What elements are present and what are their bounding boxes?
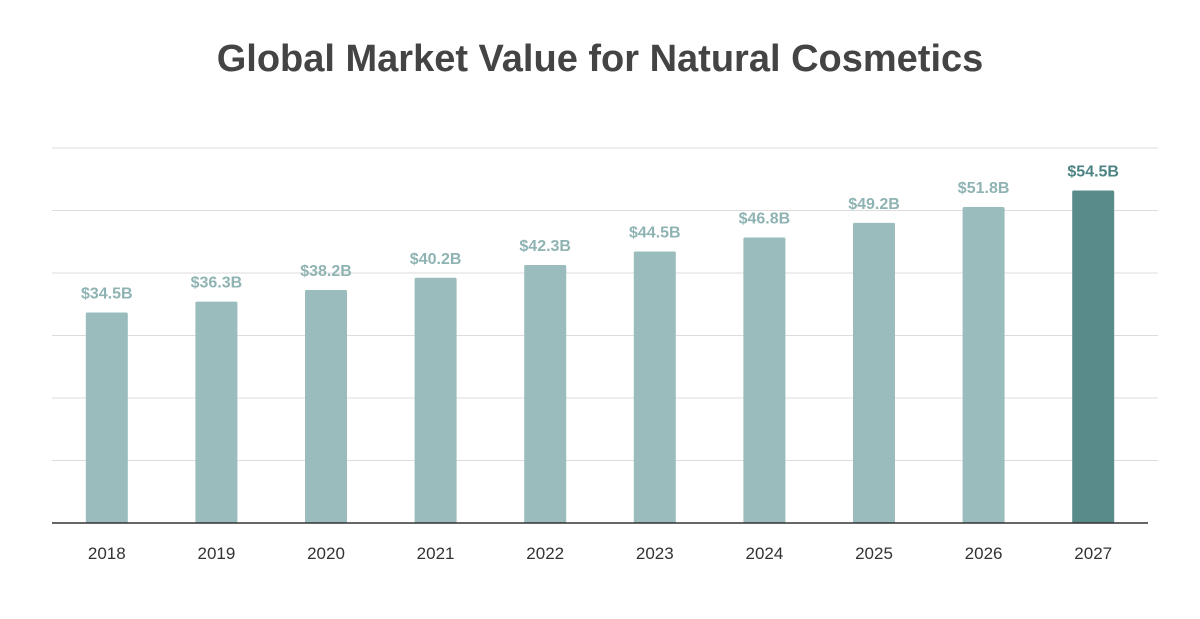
bar-2026 xyxy=(962,207,1005,523)
x-tick-label-2027: 2027 xyxy=(1074,544,1112,563)
bar-2024 xyxy=(743,237,786,523)
value-label-2026: $51.8B xyxy=(958,180,1010,197)
value-label-2021: $40.2B xyxy=(410,251,462,268)
x-tick-label-2024: 2024 xyxy=(745,544,783,563)
x-tick-label-2023: 2023 xyxy=(636,544,674,563)
x-tick-label-2018: 2018 xyxy=(88,544,126,563)
value-label-2023: $44.5B xyxy=(629,225,681,242)
x-tick-label-2019: 2019 xyxy=(197,544,235,563)
bar-2021 xyxy=(414,277,457,523)
chart-title: Global Market Value for Natural Cosmetic… xyxy=(216,38,984,80)
bar-2020 xyxy=(305,289,347,523)
bar-2018 xyxy=(85,312,128,523)
value-label-2019: $36.3B xyxy=(191,275,243,292)
x-tick-label-2020: 2020 xyxy=(307,544,345,563)
value-label-2018: $34.5B xyxy=(81,286,133,303)
value-label-2024: $46.8B xyxy=(739,211,791,228)
value-label-2022: $42.3B xyxy=(519,238,571,255)
x-tick-label-2026: 2026 xyxy=(965,544,1003,563)
value-label-2027: $54.5B xyxy=(1067,164,1119,181)
bar-2022 xyxy=(524,264,567,523)
value-label-2025: $49.2B xyxy=(848,196,900,213)
bar-2023 xyxy=(633,251,676,524)
bar-2025 xyxy=(853,222,895,523)
value-labels: $34.5B $36.3B $38.2B $40.2B $42.3B $44.5B $46.… xyxy=(81,164,1119,303)
bar-2019 xyxy=(195,301,238,523)
x-tick-label-2021: 2021 xyxy=(417,544,455,563)
bar-2027 xyxy=(1072,190,1115,524)
x-tick-label-2025: 2025 xyxy=(855,544,893,563)
value-label-2020: $38.2B xyxy=(300,263,352,280)
x-axis-ticks: 2018 2019 2020 2021 2022 2023 2024 2025 2026 2027 xyxy=(88,544,1112,563)
bars xyxy=(85,190,1115,524)
x-tick-label-2022: 2022 xyxy=(526,544,564,563)
